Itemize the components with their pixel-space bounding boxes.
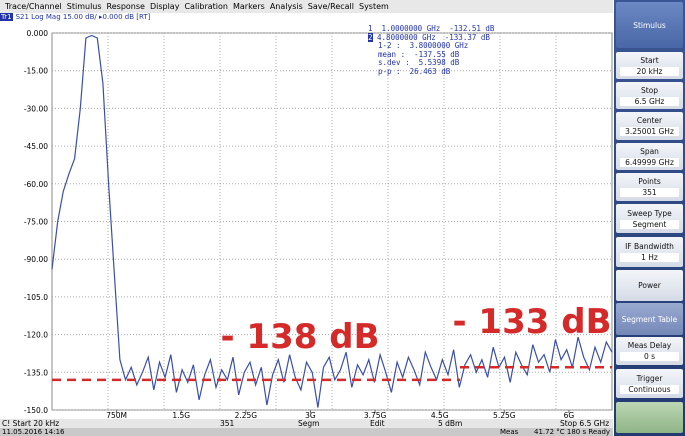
y-tick-label: -150.0 bbox=[24, 406, 48, 415]
x-tick-label: 750M bbox=[106, 411, 127, 419]
menu-item[interactable]: Trace/Channel bbox=[5, 2, 62, 11]
y-tick-label: -15.00 bbox=[24, 67, 48, 76]
marker-text: 1-2 : 3.8000000 GHz bbox=[378, 41, 469, 51]
menu-item[interactable]: Stimulus bbox=[66, 2, 102, 11]
trace-info: S21 Log Mag 15.00 dB/ ▸0.000 dB [RT] bbox=[15, 13, 151, 21]
status-item: Stop 6.5 GHz bbox=[560, 419, 610, 428]
softkey-button[interactable]: Span 6.49999 GHz bbox=[616, 143, 683, 170]
button-value[interactable]: 6.5 GHz bbox=[620, 96, 679, 106]
footer-bar: 11.05.2016 14:16 Meas 41.72 °C 180 s Ready bbox=[0, 428, 613, 436]
marker-text: p-p : 26.463 dB bbox=[378, 66, 451, 76]
marker-line: p-p : 26.463 dB bbox=[378, 66, 494, 77]
reference-label: - 138 dB bbox=[220, 317, 379, 357]
button-value[interactable]: 3.25001 GHz bbox=[620, 127, 679, 136]
marker-text: 1 1.0000000 GHz -132.51 dB bbox=[368, 24, 495, 33]
menu-item[interactable]: Analysis bbox=[269, 2, 303, 11]
button-value[interactable]: 351 bbox=[620, 188, 679, 197]
y-tick-label: -90.00 bbox=[24, 255, 48, 264]
softkey-button[interactable]: Stop 6.5 GHz bbox=[616, 82, 683, 109]
x-tick-label: 5.25G bbox=[493, 411, 516, 419]
footer-item: 41.72 °C 180 s Ready bbox=[534, 428, 611, 436]
menu-bar: Trace/Channel Stimulus Response Display Cali… bbox=[0, 0, 613, 13]
x-tick-label: 3G bbox=[305, 411, 316, 419]
marker-text: mean : -137.55 dB bbox=[378, 49, 460, 59]
softkey-button[interactable]: Segment Table bbox=[616, 303, 683, 335]
y-tick-label: -60.00 bbox=[24, 180, 48, 189]
x-tick-label: 3.75G bbox=[364, 411, 387, 419]
button-label[interactable]: Meas Delay bbox=[627, 341, 672, 350]
marker-readout: 1 1.0000000 GHz -132.51 dB 2 4.8000000 GH… bbox=[368, 24, 495, 77]
x-tick-label: 2.25G bbox=[235, 411, 258, 419]
button-label[interactable]: Power bbox=[638, 281, 661, 290]
button-label[interactable]: Points bbox=[638, 177, 661, 186]
softkey-button[interactable]: Start 20 kHz bbox=[616, 52, 683, 79]
softkey-button[interactable]: Trigger Continuous bbox=[616, 369, 683, 398]
status-item: Edit bbox=[370, 419, 385, 428]
menu-item[interactable]: System bbox=[358, 2, 389, 11]
plot: 0.000 -15.00 -30.00 -45.00 -60.00 -75.00 -90.0… bbox=[24, 29, 613, 419]
status-item: 351 bbox=[220, 419, 235, 428]
softkey-button[interactable]: Meas Delay 0 s bbox=[616, 337, 683, 365]
menu-item[interactable]: Display bbox=[149, 2, 180, 11]
status-item: 5 dBm bbox=[438, 419, 463, 428]
button-label[interactable]: Start bbox=[640, 55, 659, 65]
button-value[interactable]: 0 s bbox=[620, 352, 679, 361]
menu-item[interactable]: Save/Recall bbox=[307, 2, 354, 11]
marker-line: mean : -137.55 dB bbox=[378, 49, 494, 60]
button-value[interactable]: 20 kHz bbox=[620, 66, 679, 76]
button-label[interactable]: Sweep Type bbox=[627, 208, 672, 218]
softkey-button-blank[interactable] bbox=[616, 402, 683, 433]
softkey-button[interactable]: Power bbox=[616, 270, 683, 301]
marker-text: 4.8000000 GHz -133.37 dB bbox=[377, 32, 490, 42]
softkey-button[interactable]: Sweep Type Segment bbox=[616, 204, 683, 233]
marker-line: s.dev : 5.5398 dB bbox=[378, 59, 494, 68]
marker-text: s.dev : 5.5398 dB bbox=[378, 58, 460, 68]
button-label[interactable]: Trigger bbox=[636, 373, 663, 383]
trace-id: Tr1 bbox=[0, 13, 13, 21]
x-tick-label: 1.5G bbox=[172, 411, 190, 419]
menu-item[interactable]: Calibration bbox=[184, 2, 228, 11]
x-tick-label: 6G bbox=[564, 411, 575, 419]
y-tick-label: -135.0 bbox=[24, 368, 48, 377]
trace-header: Tr1 S21 Log Mag 15.00 dB/ ▸0.000 dB [RT] bbox=[0, 13, 613, 22]
footer-item: 11.05.2016 14:16 bbox=[2, 428, 65, 436]
y-tick-label: -120.0 bbox=[24, 331, 48, 340]
button-value[interactable]: 1 Hz bbox=[620, 253, 679, 262]
menu-item[interactable]: Markers bbox=[232, 2, 265, 11]
button-value[interactable]: Continuous bbox=[620, 384, 679, 394]
button-label[interactable]: Stop bbox=[640, 85, 659, 95]
button-value[interactable]: Segment bbox=[620, 219, 679, 229]
y-tick-label: 0.000 bbox=[27, 29, 49, 38]
status-item: C! Start 20 kHz bbox=[2, 419, 60, 428]
menu-item[interactable]: Response bbox=[106, 2, 145, 11]
softkey-panel: Stimulus Start 20 kHz Stop 6.5 GHz Center 3.25… bbox=[614, 0, 685, 436]
button-label[interactable]: IF Bandwidth bbox=[625, 242, 674, 251]
x-tick-label: 4.5G bbox=[431, 411, 449, 419]
softkey-button[interactable]: Center 3.25001 GHz bbox=[616, 112, 683, 140]
y-tick-label: -75.00 bbox=[24, 218, 48, 227]
button-label[interactable]: Center bbox=[636, 116, 663, 125]
button-label[interactable]: Span bbox=[640, 146, 659, 156]
button-value[interactable]: 6.49999 GHz bbox=[620, 157, 679, 167]
reference-label: - 133 dB bbox=[452, 302, 611, 342]
status-item: Segm bbox=[298, 419, 320, 428]
softkey-button[interactable]: IF Bandwidth 1 Hz bbox=[616, 237, 683, 267]
y-tick-label: -105.0 bbox=[24, 293, 48, 302]
y-tick-label: -30.00 bbox=[24, 104, 48, 113]
active-marker: 2 bbox=[368, 32, 373, 42]
trace-line bbox=[51, 34, 613, 408]
button-label[interactable]: Segment Table bbox=[621, 314, 678, 324]
status-bar: C! Start 20 kHz 351 Segm Edit 5 dBm Stop 6.5 … bbox=[0, 419, 613, 428]
y-tick-label: -45.00 bbox=[24, 142, 48, 151]
panel-title: Stimulus bbox=[616, 2, 683, 48]
marker-line: 2 4.8000000 GHz -133.37 dB bbox=[368, 32, 494, 43]
footer-item: Meas bbox=[500, 428, 519, 436]
marker-line: 1-2 : 3.8000000 GHz bbox=[378, 41, 494, 51]
marker-line: 1 1.0000000 GHz -132.51 dB bbox=[368, 24, 495, 34]
softkey-button[interactable]: Points 351 bbox=[616, 173, 683, 201]
